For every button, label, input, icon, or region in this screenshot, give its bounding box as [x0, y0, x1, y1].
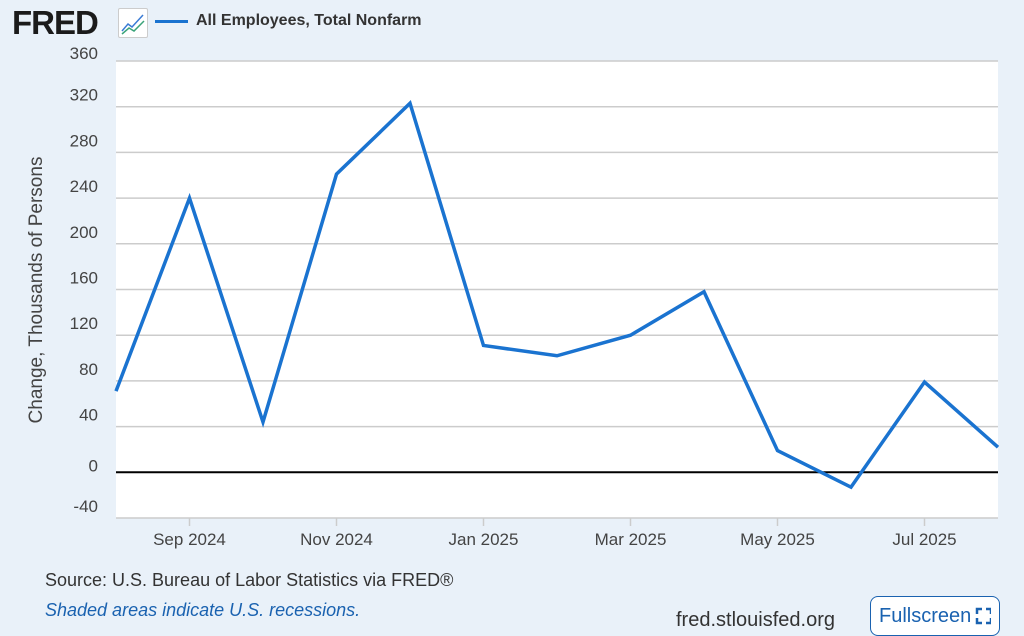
y-tick-label: 320 — [70, 86, 98, 105]
y-tick-label: 40 — [79, 406, 98, 425]
y-tick-label: 0 — [89, 456, 98, 475]
x-tick-label: Jan 2025 — [449, 530, 519, 549]
expand-icon — [975, 607, 991, 625]
source-note: Source: U.S. Bureau of Labor Statistics … — [45, 570, 453, 591]
x-tick-label: May 2025 — [740, 530, 815, 549]
fullscreen-label: Fullscreen — [879, 605, 971, 628]
y-tick-label: 280 — [70, 131, 98, 150]
y-axis-label: Change, Thousands of Persons — [26, 157, 47, 424]
x-tick-label: Mar 2025 — [595, 530, 667, 549]
x-tick-label: Nov 2024 — [300, 530, 373, 549]
y-tick-label: 120 — [70, 314, 98, 333]
site-link[interactable]: fred.stlouisfed.org — [676, 609, 835, 632]
y-tick-label: 200 — [70, 223, 98, 242]
fullscreen-button[interactable]: Fullscreen — [870, 596, 1000, 636]
y-tick-label: 240 — [70, 177, 98, 196]
recession-note: Shaded areas indicate U.S. recessions. — [45, 600, 360, 621]
y-tick-label: 160 — [70, 269, 98, 288]
y-tick-label: -40 — [73, 497, 98, 516]
x-tick-label: Jul 2025 — [892, 530, 956, 549]
x-tick-label: Sep 2024 — [153, 530, 226, 549]
y-tick-label: 80 — [79, 360, 98, 379]
y-tick-label: 360 — [70, 44, 98, 63]
